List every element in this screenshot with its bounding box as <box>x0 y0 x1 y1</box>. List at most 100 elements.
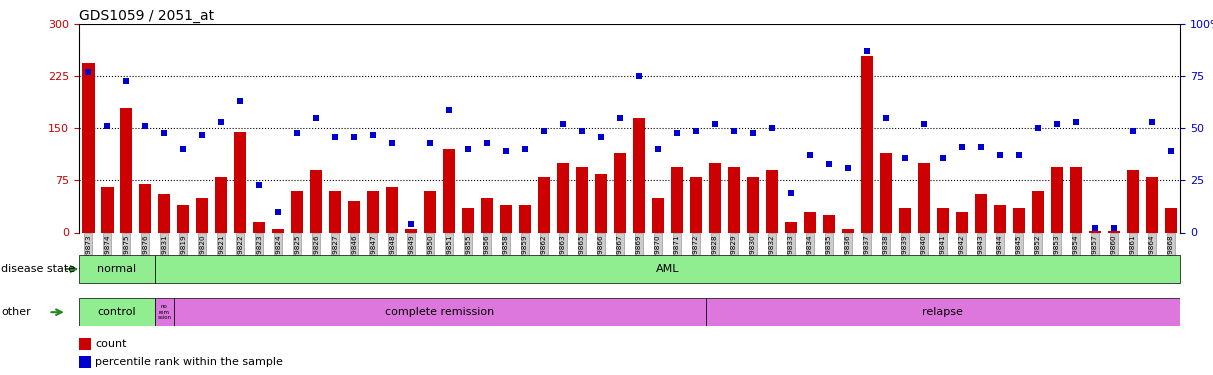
Text: no
rem
ssion: no rem ssion <box>158 304 171 321</box>
Bar <box>272 229 284 232</box>
Point <box>439 107 459 113</box>
Point <box>744 130 763 136</box>
Bar <box>329 191 341 232</box>
Bar <box>918 163 930 232</box>
Point <box>915 121 934 127</box>
Text: disease state: disease state <box>1 264 75 274</box>
Bar <box>79 338 91 350</box>
Bar <box>633 118 645 232</box>
Text: relapse: relapse <box>922 307 963 317</box>
Bar <box>1127 170 1139 232</box>
Bar <box>993 205 1006 232</box>
Bar <box>804 211 816 232</box>
Point <box>97 123 116 129</box>
Bar <box>1088 231 1101 232</box>
Text: complete remission: complete remission <box>385 307 494 317</box>
Point <box>154 130 173 136</box>
Bar <box>706 298 1180 326</box>
Point <box>592 134 611 140</box>
Bar <box>234 132 246 232</box>
Bar <box>1013 208 1025 232</box>
Point <box>402 221 421 227</box>
Point <box>762 125 781 132</box>
Point <box>972 144 991 150</box>
Bar <box>79 356 91 368</box>
Point <box>268 209 287 214</box>
Bar <box>879 153 892 232</box>
Point <box>1029 125 1048 132</box>
Point <box>952 144 972 150</box>
Point <box>648 146 667 152</box>
Point <box>496 148 516 154</box>
Point <box>193 132 212 138</box>
Bar <box>177 205 189 232</box>
Bar <box>291 191 303 232</box>
Point <box>781 190 801 196</box>
Bar <box>173 298 706 326</box>
Bar <box>1031 191 1044 232</box>
Bar <box>537 177 551 232</box>
Point <box>858 48 877 54</box>
Bar <box>386 188 398 232</box>
Bar <box>765 170 779 232</box>
Bar <box>671 166 683 232</box>
Bar <box>425 191 437 232</box>
Point <box>287 130 307 136</box>
Bar <box>101 188 114 232</box>
Point <box>325 134 344 140</box>
Point <box>459 146 478 152</box>
Point <box>933 154 952 160</box>
Point <box>1123 128 1143 134</box>
Bar <box>519 205 531 232</box>
Bar <box>1145 177 1158 232</box>
Point <box>344 134 364 140</box>
Bar <box>861 56 873 232</box>
Bar <box>576 166 588 232</box>
Bar <box>594 174 608 232</box>
Point <box>573 128 592 134</box>
Point <box>705 121 724 127</box>
Bar <box>936 208 949 232</box>
Point <box>819 161 838 167</box>
Point <box>364 132 383 138</box>
Bar <box>348 201 360 232</box>
Point <box>1161 148 1180 154</box>
Point <box>1086 225 1105 231</box>
Bar <box>500 205 512 232</box>
Point <box>250 182 269 188</box>
Point <box>895 154 915 160</box>
Bar <box>822 215 835 232</box>
Bar <box>842 229 854 232</box>
Text: GDS1059 / 2051_at: GDS1059 / 2051_at <box>79 9 213 23</box>
Text: percentile rank within the sample: percentile rank within the sample <box>95 357 283 367</box>
Bar <box>557 163 569 232</box>
Bar <box>82 63 95 232</box>
Point <box>307 115 326 121</box>
Point <box>876 115 895 121</box>
Text: other: other <box>1 307 32 317</box>
Bar <box>708 163 722 232</box>
Point <box>801 153 820 159</box>
Bar <box>690 177 702 232</box>
Bar <box>975 194 987 232</box>
Bar <box>1070 166 1082 232</box>
Bar <box>651 198 665 232</box>
Point <box>1066 119 1086 125</box>
Bar <box>785 222 797 232</box>
Point <box>230 98 250 104</box>
Point <box>610 115 630 121</box>
Bar <box>197 198 209 232</box>
Bar <box>120 108 132 232</box>
Bar <box>956 211 968 232</box>
Point <box>724 128 744 134</box>
Point <box>136 123 155 129</box>
Bar <box>1164 208 1177 232</box>
Point <box>116 78 136 84</box>
Bar <box>728 166 740 232</box>
Bar <box>480 198 494 232</box>
Text: control: control <box>97 307 136 317</box>
Bar <box>899 208 911 232</box>
Text: AML: AML <box>656 264 679 274</box>
Point <box>1009 153 1029 159</box>
Bar <box>368 191 380 232</box>
